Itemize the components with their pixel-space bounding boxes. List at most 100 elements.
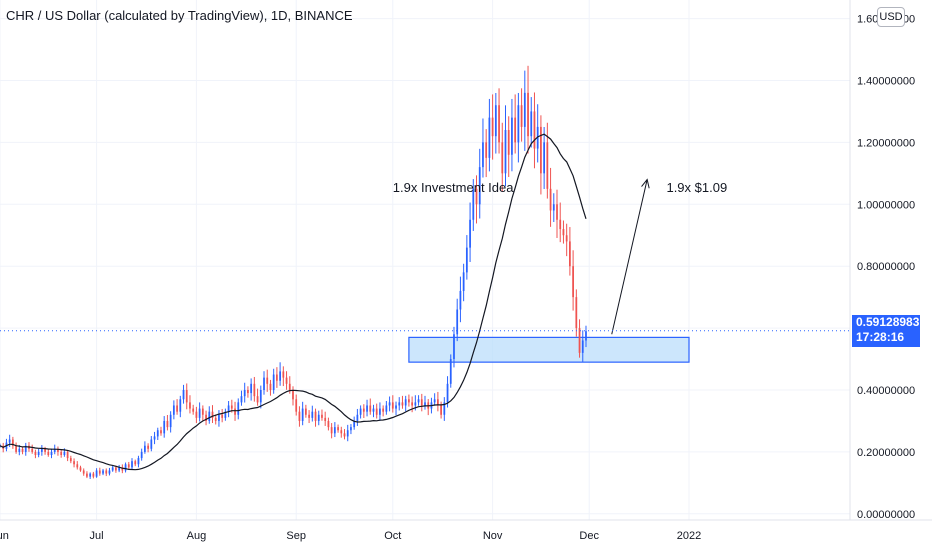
candle-body	[581, 340, 584, 353]
candle-body	[317, 414, 320, 421]
candle-body	[221, 414, 224, 418]
candle-body	[163, 420, 166, 434]
support-zone[interactable]	[408, 336, 690, 363]
candle-body	[311, 411, 314, 418]
candle-body	[166, 420, 169, 428]
candle-body	[140, 451, 143, 459]
candle-body	[24, 445, 27, 452]
price-axis[interactable]: 0.000000000.200000000.400000000.60000000…	[857, 14, 915, 521]
candle-body	[314, 411, 317, 421]
x-tick-label: Nov	[483, 530, 503, 542]
y-tick-label: 1.00000000	[857, 199, 915, 211]
candle-body	[388, 402, 391, 406]
candle-body	[124, 464, 127, 471]
candle-body	[224, 411, 227, 418]
candle-body	[108, 470, 111, 474]
y-tick-label: 0.40000000	[857, 385, 915, 397]
candle-body	[533, 111, 536, 149]
candle-body	[478, 167, 481, 205]
candle-body	[214, 417, 217, 421]
candle-body	[353, 420, 356, 428]
currency-button[interactable]: USD	[877, 7, 905, 27]
candle-body	[282, 371, 285, 378]
candle-body	[369, 405, 372, 412]
candle-body	[79, 467, 82, 471]
candle-body	[288, 383, 291, 390]
candle-body	[549, 188, 552, 211]
candle-body	[227, 405, 230, 412]
candle-body	[327, 420, 330, 428]
candle-body	[105, 470, 108, 474]
annotation-label: 1.9x Investment Idea	[393, 180, 514, 195]
candle-body	[86, 473, 88, 477]
annotation-label: 1.9x $1.09	[666, 180, 727, 195]
y-tick-label: 0.80000000	[857, 261, 915, 273]
candle-body	[398, 402, 401, 406]
candle-body	[585, 331, 587, 341]
candle-body	[237, 402, 240, 415]
candle-body	[530, 111, 533, 137]
candle-body	[462, 272, 465, 291]
candle-body	[350, 427, 352, 431]
candle-body	[443, 402, 446, 415]
candle-body	[572, 266, 574, 298]
moving-average-line	[0, 133, 587, 471]
candle-body	[31, 448, 34, 452]
candle-body	[234, 408, 236, 415]
candle-body	[89, 473, 92, 477]
candle-body	[144, 445, 146, 452]
support-zone-rect[interactable]	[408, 336, 690, 363]
candle-body	[575, 297, 578, 329]
candle-body	[453, 334, 455, 360]
candle-body	[527, 92, 529, 137]
candle-body	[514, 117, 517, 143]
target-arrow-line	[611, 179, 648, 335]
chart-title: CHR / US Dollar (calculated by TradingVi…	[6, 8, 353, 23]
x-tick-label: Jun	[0, 530, 9, 542]
candle-body	[324, 417, 327, 421]
candle-body	[192, 408, 195, 412]
candlestick-series	[0, 65, 587, 479]
grid-lines	[0, 0, 850, 520]
candle-body	[121, 467, 124, 471]
candle-body	[337, 427, 339, 431]
candle-body	[475, 188, 478, 205]
candle-body	[321, 414, 323, 418]
candle-body	[11, 439, 14, 446]
time-axis[interactable]: Jun Jul Aug Sep Oct Nov Dec 2022	[0, 530, 701, 542]
candle-body	[382, 408, 385, 412]
candle-body	[520, 105, 523, 127]
candle-body	[507, 130, 510, 155]
x-tick-label: 2022	[677, 530, 701, 542]
candle-body	[131, 461, 133, 468]
last-price-badge: 0.59128983 17:28:16	[852, 314, 920, 347]
candle-body	[301, 408, 304, 421]
candle-body	[449, 359, 452, 384]
moving-average-series	[0, 133, 587, 471]
candle-body	[472, 188, 475, 220]
candle-body	[201, 408, 204, 415]
candle-body	[298, 411, 301, 421]
candle-body	[501, 142, 504, 174]
candle-body	[57, 448, 59, 452]
annotations: 1.9x Investment Idea 1.9x $1.09	[0, 178, 850, 335]
y-tick-label: 0.20000000	[857, 447, 915, 459]
candle-body	[66, 451, 69, 459]
candle-body	[456, 309, 459, 335]
candle-body	[160, 430, 162, 434]
candle-body	[172, 405, 175, 415]
candle-body	[372, 408, 375, 412]
candle-body	[47, 451, 50, 455]
candle-body	[279, 371, 281, 381]
candle-body	[295, 399, 298, 412]
candle-body	[63, 451, 66, 455]
candle-body	[176, 405, 178, 412]
candle-body	[95, 470, 98, 477]
candle-body	[243, 390, 246, 397]
candle-body	[34, 451, 37, 455]
candle-body	[15, 445, 17, 452]
x-tick-label: Jul	[90, 530, 104, 542]
candle-body	[153, 436, 156, 440]
